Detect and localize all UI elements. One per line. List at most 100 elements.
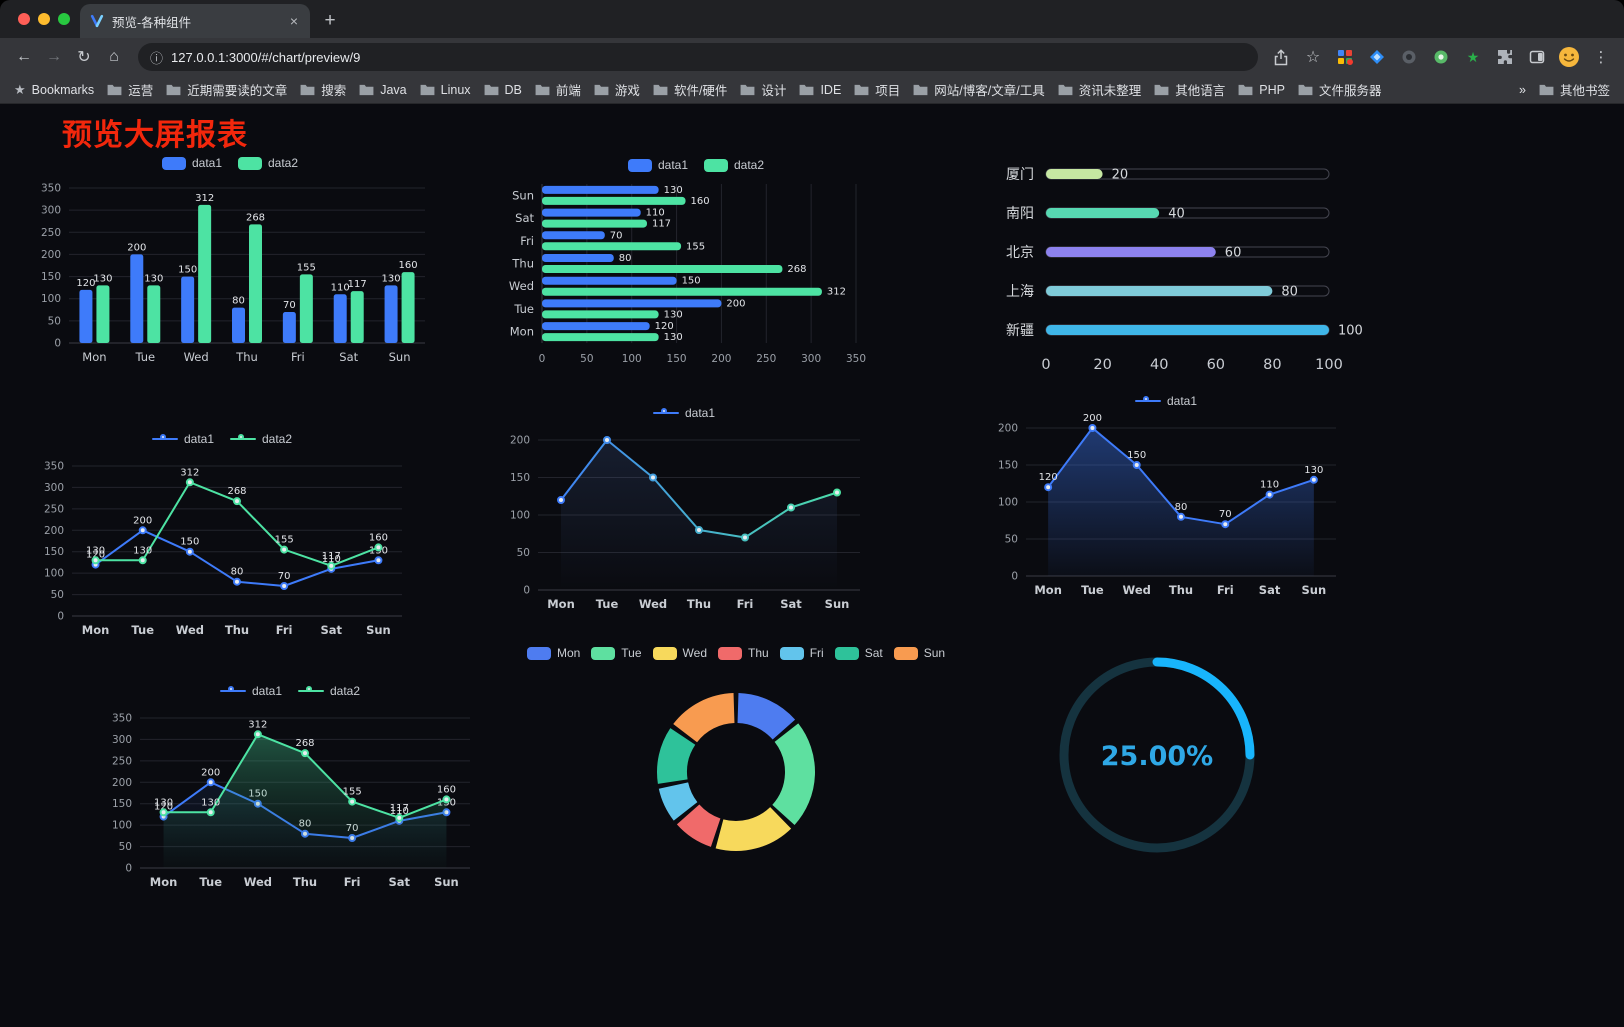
legend-swatch — [161, 156, 186, 170]
bookmark-folder[interactable]: 资讯未整理 — [1058, 80, 1141, 99]
url-text: 127.0.0.1:3000/#/chart/preview/9 — [171, 49, 361, 65]
extensions-puzzle-icon[interactable] — [1492, 44, 1518, 70]
bookmark-folder[interactable]: PHP — [1238, 83, 1285, 97]
bookmark-folder[interactable]: 软件/硬件 — [653, 80, 727, 99]
extension-grid-icon[interactable] — [1332, 44, 1358, 70]
bookmark-folder[interactable]: 近期需要读的文章 — [166, 80, 287, 99]
bookmark-folder[interactable]: 网站/博客/文章/工具 — [913, 80, 1045, 99]
address-bar[interactable]: ⓘ 127.0.0.1:3000/#/chart/preview/9 — [138, 43, 1258, 71]
legend-item[interactable]: Sun — [893, 646, 945, 660]
home-button[interactable]: ⌂ — [109, 48, 119, 65]
svg-text:130: 130 — [664, 309, 683, 320]
bar-chart-canvas: 0 50 100 150 200 250 300 350 Mon Tue Wed Thu Fri Sat S… — [41, 183, 425, 364]
legend-item[interactable]: data1 — [652, 406, 715, 420]
fullscreen-window-button[interactable] — [58, 13, 70, 25]
bookmark-label: 其他书签 — [1559, 84, 1610, 98]
svg-text:110: 110 — [1260, 480, 1279, 491]
bookmark-folder[interactable]: Linux — [420, 83, 471, 97]
legend-item[interactable]: Sat — [834, 646, 883, 660]
svg-text:312: 312 — [827, 287, 846, 298]
new-tab-button[interactable]: + — [324, 10, 336, 31]
legend-item[interactable]: data1 — [1134, 394, 1197, 408]
bookmark-folder[interactable]: 其他语言 — [1154, 80, 1225, 99]
svg-text:312: 312 — [248, 719, 267, 730]
profile-avatar[interactable] — [1556, 44, 1582, 70]
legend-item[interactable]: data1 — [161, 156, 222, 170]
bookmark-folder[interactable]: 设计 — [740, 80, 786, 99]
legend-item[interactable]: data1 — [219, 684, 282, 698]
legend-item[interactable]: Wed — [652, 646, 707, 660]
legend-item[interactable]: data1 — [151, 432, 214, 446]
legend-item[interactable]: data2 — [230, 432, 292, 446]
legend-swatch — [779, 646, 804, 660]
svg-text:130: 130 — [144, 273, 163, 284]
legend-item[interactable]: Thu — [718, 646, 769, 660]
reload-button[interactable]: ↻ — [77, 49, 91, 66]
legend-item[interactable]: Fri — [779, 646, 824, 660]
bookmark-star-icon[interactable]: ☆ — [1305, 49, 1321, 66]
svg-text:Thu: Thu — [293, 875, 317, 889]
svg-text:200: 200 — [510, 435, 530, 447]
bookmark-folder[interactable]: Java — [359, 83, 407, 97]
extension-circle-icon[interactable] — [1396, 44, 1422, 70]
menu-kebab-icon[interactable]: ⋮ — [1593, 49, 1609, 66]
svg-text:312: 312 — [180, 467, 199, 478]
legend-item[interactable]: Mon — [526, 646, 580, 660]
legend-swatch — [298, 686, 324, 696]
legend-swatch — [627, 158, 652, 172]
folder-icon — [594, 84, 609, 95]
svg-text:150: 150 — [998, 460, 1018, 472]
extension-green-star-icon[interactable]: ★ — [1466, 48, 1480, 65]
back-button[interactable]: ← — [16, 48, 32, 65]
svg-text:150: 150 — [112, 798, 132, 810]
site-info-icon[interactable]: ⓘ — [150, 50, 164, 66]
bookmark-folder[interactable]: 游戏 — [594, 80, 640, 99]
forward-button[interactable]: → — [46, 48, 62, 65]
close-window-button[interactable] — [18, 13, 30, 25]
svg-text:80: 80 — [619, 253, 632, 264]
svg-text:268: 268 — [227, 486, 246, 497]
svg-text:200: 200 — [1083, 413, 1102, 424]
bookmark-folder[interactable]: 前端 — [535, 80, 581, 99]
svg-text:200: 200 — [112, 777, 132, 789]
bookmarks-manager[interactable]: ★ Bookmarks — [14, 82, 94, 98]
legend-item[interactable]: data2 — [298, 684, 360, 698]
bookmark-folder[interactable]: 运营 — [107, 80, 153, 99]
legend-label: data1 — [251, 684, 282, 698]
svg-text:300: 300 — [801, 353, 821, 365]
line-chart-canvas: 0 50 100 150 200 250 300 350 Mon Tue Wed Thu Fri Sat S… — [44, 461, 402, 637]
line-chart-canvas: 0 50 100 150 200 Mon Tue Wed Thu Fri Sat Sun — [510, 435, 860, 611]
svg-text:0: 0 — [1011, 571, 1018, 583]
bookmarks-overflow-chevron[interactable]: » — [1519, 83, 1526, 97]
svg-text:150: 150 — [667, 353, 687, 365]
bookmark-label: 项目 — [875, 84, 901, 98]
legend-item[interactable]: data2 — [704, 158, 764, 172]
minimize-window-button[interactable] — [38, 13, 50, 25]
bookmark-folder[interactable]: 文件服务器 — [1298, 80, 1381, 99]
folder-icon — [1298, 84, 1313, 95]
extension-gem-icon[interactable] — [1364, 44, 1390, 70]
svg-text:Mon: Mon — [150, 875, 178, 889]
bookmark-folder[interactable]: DB — [484, 83, 522, 97]
legend-swatch — [238, 156, 262, 170]
bookmark-label: 其他语言 — [1175, 84, 1226, 98]
bookmark-folder[interactable]: 搜索 — [300, 80, 346, 99]
other-bookmarks[interactable]: 其他书签 — [1539, 80, 1610, 99]
sidebar-icon[interactable] — [1524, 44, 1550, 70]
svg-text:Tue: Tue — [1081, 583, 1104, 597]
svg-text:50: 50 — [48, 315, 61, 327]
legend-item[interactable]: data1 — [627, 158, 688, 172]
svg-text:Mon: Mon — [82, 350, 106, 364]
legend-item[interactable]: Tue — [591, 646, 642, 660]
bookmark-folder[interactable]: 项目 — [854, 80, 900, 99]
svg-text:新疆: 新疆 — [1006, 323, 1034, 339]
bookmark-folder[interactable]: IDE — [799, 83, 841, 97]
share-icon[interactable] — [1268, 44, 1294, 70]
folder-icon — [913, 84, 928, 95]
svg-text:Fri: Fri — [276, 623, 293, 637]
browser-tab[interactable]: 预览-各种组件 × — [80, 4, 310, 38]
tab-close-icon[interactable]: × — [289, 13, 298, 29]
legend-item[interactable]: data2 — [238, 156, 298, 170]
extension-green-circle-icon[interactable] — [1428, 44, 1454, 70]
svg-text:300: 300 — [112, 734, 132, 746]
